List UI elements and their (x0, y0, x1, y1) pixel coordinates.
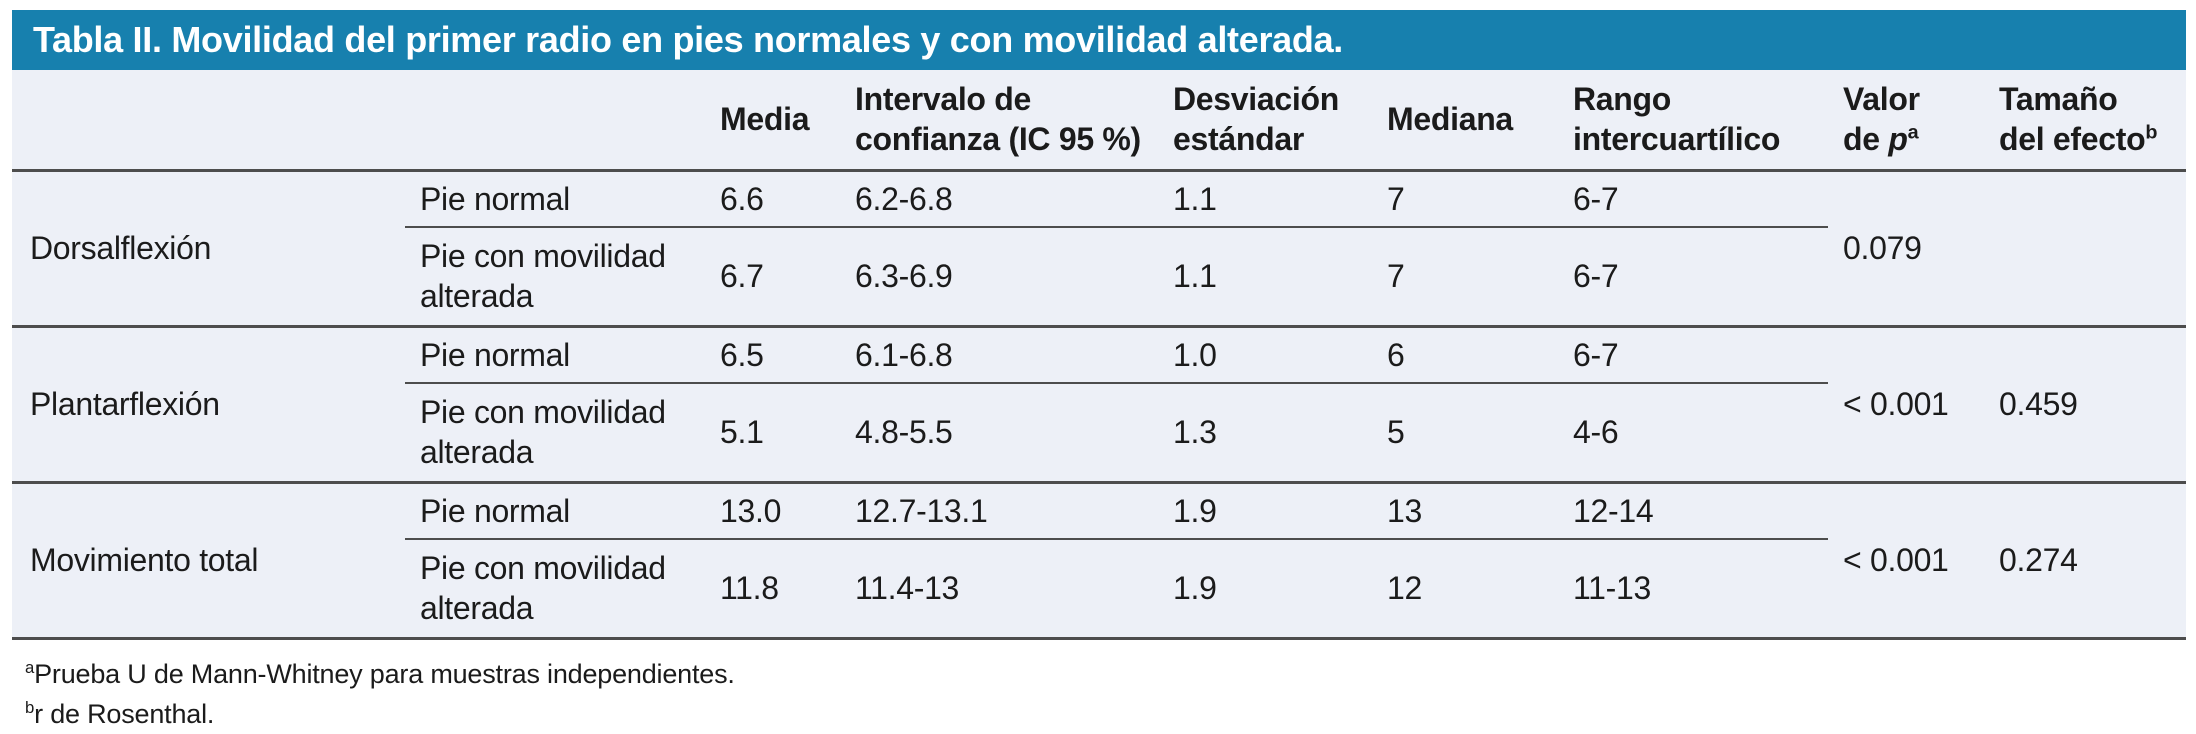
cell-mediana: 7 (1372, 227, 1558, 328)
cell-sd: 1.0 (1158, 326, 1372, 384)
cell-sd: 1.9 (1158, 539, 1372, 640)
cell-mediana: 5 (1372, 383, 1558, 484)
group-label: Plantarflexión (12, 326, 405, 484)
footnote-a: aPrueba U de Mann-Whitney para muestras … (25, 657, 735, 689)
header-valor-p: Valor de pa (1828, 70, 1984, 172)
cell-condition: Pie normal (405, 170, 705, 228)
header-empty-condition (405, 70, 705, 172)
cell-mediana: 13 (1372, 482, 1558, 540)
cell-condition: Pie con movilidad alterada (405, 227, 705, 328)
header-rango-intercuartilico: Rango intercuartílico (1558, 70, 1828, 172)
cell-rango: 6-7 (1558, 170, 1828, 228)
cell-ic: 6.2-6.8 (840, 170, 1158, 228)
group-label: Movimiento total (12, 482, 405, 640)
cell-mediana: 7 (1372, 170, 1558, 228)
table-row: Pie con movilidad alterada 11.8 11.4-13 … (12, 539, 2186, 640)
table-row: Dorsalflexión Pie normal 6.6 6.2-6.8 1.1… (12, 170, 2186, 328)
cell-mediana: 12 (1372, 539, 1558, 640)
cell-rango: 12-14 (1558, 482, 1828, 540)
cell-effect-size: 0.274 (1984, 482, 2186, 640)
cell-sd: 1.1 (1158, 170, 1372, 228)
cell-p-value: < 0.001 (1828, 482, 1984, 640)
cell-media: 6.7 (705, 227, 840, 328)
table-row: Movimiento total Pie normal 13.0 12.7-13… (12, 482, 2186, 640)
footnote-b: br de Rosenthal. (25, 697, 215, 729)
cell-p-value: < 0.001 (1828, 326, 1984, 484)
table-title-bar: Tabla II. Movilidad del primer radio en … (12, 10, 2186, 70)
cell-mediana: 6 (1372, 326, 1558, 384)
cell-condition: Pie con movilidad alterada (405, 383, 705, 484)
header-row: Media Intervalo de confianza (IC 95 %) D… (12, 70, 2186, 172)
cell-ic: 6.3-6.9 (840, 227, 1158, 328)
header-mediana: Mediana (1372, 70, 1558, 172)
cell-condition: Pie normal (405, 482, 705, 540)
cell-ic: 12.7-13.1 (840, 482, 1158, 540)
stats-table: Media Intervalo de confianza (IC 95 %) D… (12, 70, 2186, 640)
cell-rango: 6-7 (1558, 326, 1828, 384)
cell-rango: 11-13 (1558, 539, 1828, 640)
cell-sd: 1.3 (1158, 383, 1372, 484)
cell-sd: 1.1 (1158, 227, 1372, 328)
group-label: Dorsalflexión (12, 170, 405, 328)
cell-condition: Pie con movilidad alterada (405, 539, 705, 640)
cell-ic: 11.4-13 (840, 539, 1158, 640)
cell-media: 11.8 (705, 539, 840, 640)
cell-media: 6.6 (705, 170, 840, 228)
header-desviacion-estandar: Desviación estándar (1158, 70, 1372, 172)
header-media: Media (705, 70, 840, 172)
table-row: Pie con movilidad alterada 6.7 6.3-6.9 1… (12, 227, 2186, 328)
table-row: Plantarflexión Pie normal 6.5 6.1-6.8 1.… (12, 326, 2186, 484)
cell-media: 5.1 (705, 383, 840, 484)
table-figure: Tabla II. Movilidad del primer radio en … (12, 10, 2186, 734)
cell-effect-size: 0.459 (1984, 326, 2186, 484)
cell-effect-size (1984, 170, 2186, 328)
table-row: Pie con movilidad alterada 5.1 4.8-5.5 1… (12, 383, 2186, 484)
header-empty-group (12, 70, 405, 172)
header-intervalo-confianza: Intervalo de confianza (IC 95 %) (840, 70, 1158, 172)
cell-p-value: 0.079 (1828, 170, 1984, 328)
header-tamano-efecto: Tamaño del efectob (1984, 70, 2186, 172)
cell-rango: 4-6 (1558, 383, 1828, 484)
cell-sd: 1.9 (1158, 482, 1372, 540)
footnotes: aPrueba U de Mann-Whitney para muestras … (25, 654, 2186, 734)
cell-condition: Pie normal (405, 326, 705, 384)
cell-rango: 6-7 (1558, 227, 1828, 328)
table-title: Tabla II. Movilidad del primer radio en … (33, 19, 1344, 60)
cell-media: 13.0 (705, 482, 840, 540)
cell-media: 6.5 (705, 326, 840, 384)
cell-ic: 6.1-6.8 (840, 326, 1158, 384)
cell-ic: 4.8-5.5 (840, 383, 1158, 484)
